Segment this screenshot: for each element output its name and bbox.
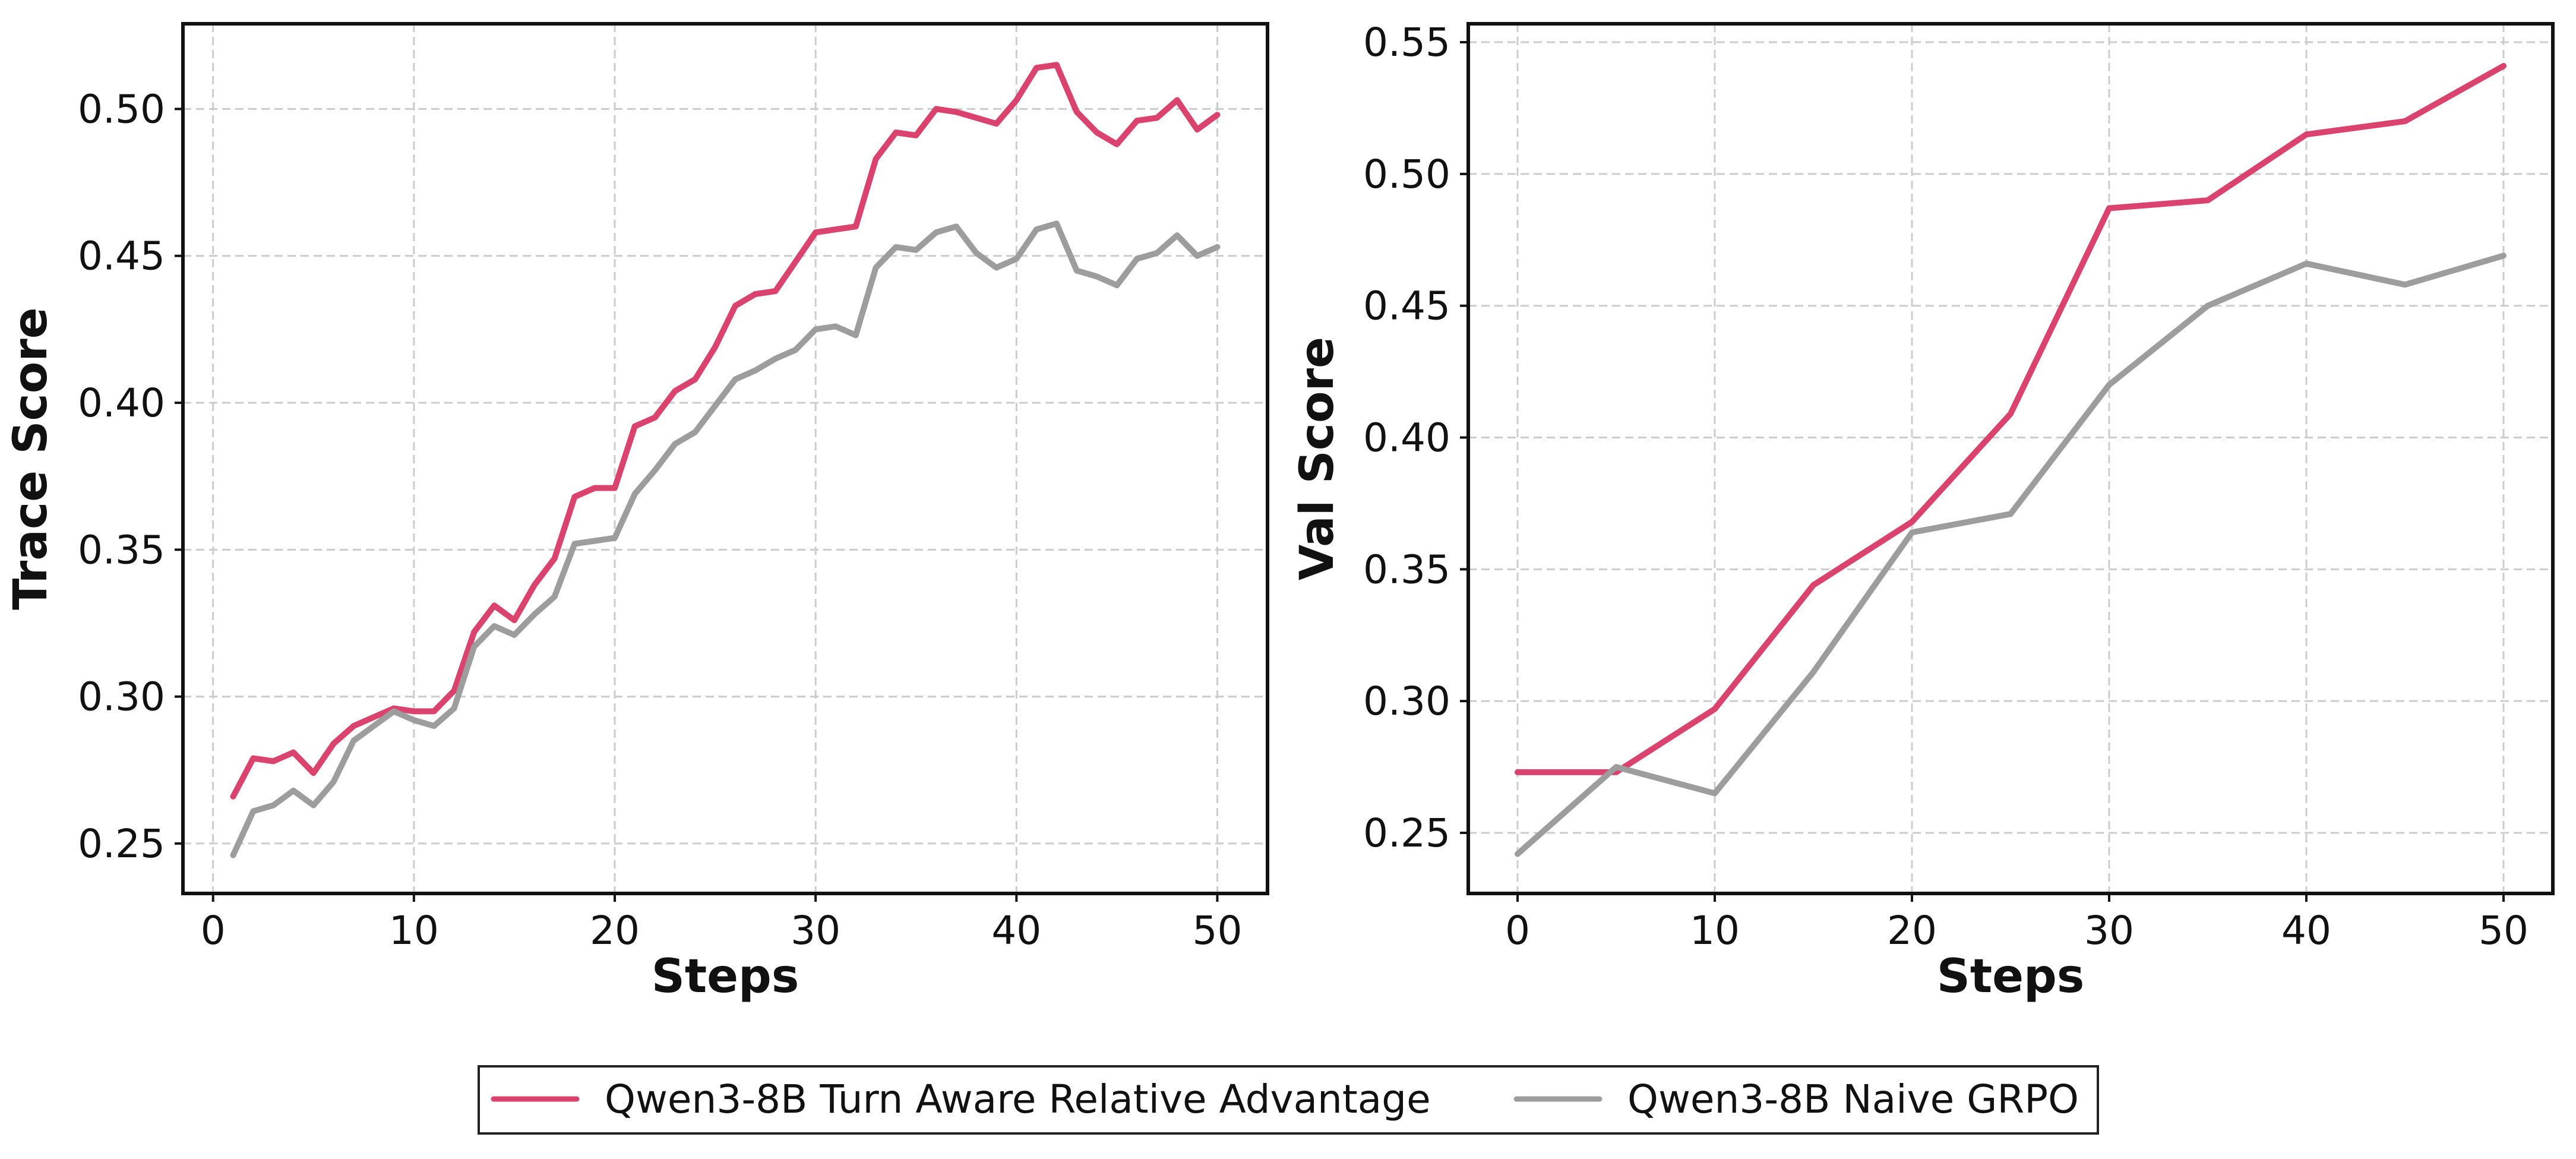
val-score-ytick-label-6: 0.55 <box>1363 20 1450 65</box>
trace-score-xtick-label-3: 30 <box>791 908 840 953</box>
val-score-panel: 0 10 20 30 40 50 0.25 0.30 0.35 0.40 0.45 0.50 0.55 S… <box>1291 20 2555 1003</box>
legend-frame <box>478 1065 2099 1135</box>
val-score-ytick-label-4: 0.45 <box>1363 283 1450 329</box>
val-score-ytick-label-1: 0.30 <box>1363 678 1450 724</box>
val-score-ytick-label-3: 0.40 <box>1363 415 1450 461</box>
val-score-series-qwen3-8b-turn-aware-relative-advantage <box>1515 63 2507 775</box>
trace-score-series-qwen3-8b-naive-grpo <box>230 220 1221 858</box>
val-score-series-qwen3-8b-naive-grpo <box>1515 252 2507 857</box>
val-score-ytick-label-0: 0.25 <box>1363 810 1450 856</box>
trace-score-y-axis-title: Trace Score <box>4 307 58 609</box>
val-score-xtick-label-1: 10 <box>1690 908 1740 953</box>
legend-label-turn-aware: Qwen3-8B Turn Aware Relative Advantage <box>605 1076 1431 1122</box>
trace-score-xtick-label-1: 10 <box>389 908 439 953</box>
val-score-xtick-label-5: 50 <box>2479 908 2528 953</box>
trace-score-x-axis-title: Steps <box>652 950 799 1003</box>
val-score-plot-frame <box>1466 22 2555 895</box>
val-score-xtick-label-3: 30 <box>2084 908 2134 953</box>
trace-score-panel: 0 10 20 30 40 50 0.25 0.30 0.35 0.40 0.45 0.50 Steps… <box>4 22 1269 1003</box>
trace-score-ytick-label-0: 0.25 <box>78 821 165 867</box>
trace-score-ytick-label-4: 0.45 <box>78 233 165 279</box>
trace-score-xtick-label-2: 20 <box>590 908 640 953</box>
trace-score-ytick-label-3: 0.40 <box>78 380 165 426</box>
legend-label-naive-grpo: Qwen3-8B Naive GRPO <box>1627 1076 2079 1122</box>
trace-score-ytick-label-1: 0.30 <box>78 674 165 720</box>
trace-score-series-qwen3-8b-turn-aware-relative-advantage <box>230 62 1221 800</box>
trace-score-xtick-label-4: 40 <box>991 908 1041 953</box>
val-score-y-axis-title: Val Score <box>1291 337 1344 580</box>
val-score-ytick-label-5: 0.50 <box>1363 151 1450 197</box>
trace-score-xtick-label-5: 50 <box>1192 908 1242 953</box>
legend: Qwen3-8B Turn Aware Relative Advantage Q… <box>478 1065 2099 1135</box>
trace-score-xtick-label-0: 0 <box>201 908 226 953</box>
val-score-x-axis-title: Steps <box>1937 950 2085 1003</box>
val-score-ytick-label-2: 0.35 <box>1363 547 1450 592</box>
trace-score-plot-frame <box>181 22 1269 895</box>
val-score-xtick-label-0: 0 <box>1505 908 1530 953</box>
trace-score-ytick-label-5: 0.50 <box>78 86 165 132</box>
val-score-xtick-label-4: 40 <box>2281 908 2331 953</box>
val-score-xtick-label-2: 20 <box>1887 908 1937 953</box>
trace-score-ytick-label-2: 0.35 <box>78 527 165 573</box>
